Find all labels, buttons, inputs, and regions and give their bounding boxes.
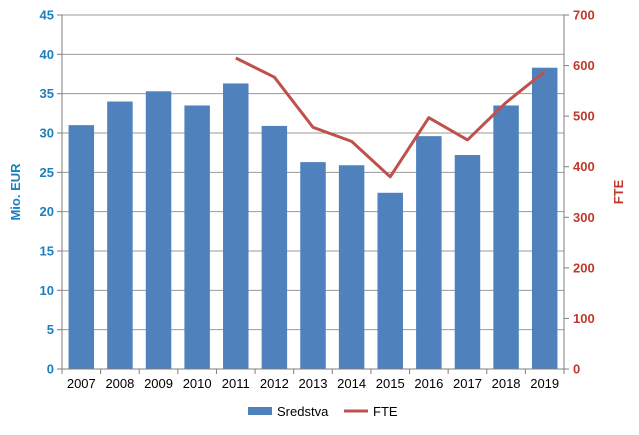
x-tick-label: 2016 — [414, 376, 443, 391]
y-axis-right-title: FTE — [611, 179, 626, 204]
y-right-tick-label: 400 — [573, 159, 595, 174]
bar-2015 — [377, 192, 403, 369]
axis-layer — [57, 14, 569, 374]
bar-2007 — [68, 125, 95, 369]
y-left-tick-label: 35 — [40, 86, 54, 101]
y-left-tick-label: 40 — [40, 47, 54, 62]
y-right-tick-label: 700 — [573, 8, 595, 23]
bar-2009 — [145, 91, 172, 369]
x-tick-label: 2009 — [144, 376, 173, 391]
bar-2018 — [493, 105, 519, 369]
x-tick-label: 2008 — [105, 376, 134, 391]
y-left-tick-label: 30 — [40, 126, 54, 141]
bar-2017 — [454, 155, 481, 369]
bar-2016 — [416, 136, 442, 369]
bar-2010 — [184, 105, 210, 369]
y-right-tick-label: 300 — [573, 210, 595, 225]
y-right-tick-label: 200 — [573, 260, 595, 275]
y-right-tick-label: 500 — [573, 109, 595, 124]
line-layer — [235, 56, 546, 179]
x-tick-label: 2012 — [260, 376, 289, 391]
x-tick-label: 2011 — [222, 376, 250, 391]
legend-label-sredstva: Sredstva — [277, 404, 329, 419]
y-left-tick-label: 45 — [40, 8, 54, 23]
legend-label-fte: FTE — [373, 404, 398, 419]
fte-line — [235, 56, 546, 179]
y-right-tick-label: 600 — [573, 58, 595, 73]
tick-layer: 0 5 10 15 20 25 30 35 40 45 0 100 200 300 400 500 600 700… — [40, 8, 595, 392]
x-tick-label: 2010 — [183, 376, 212, 391]
x-tick-label: 2013 — [299, 376, 328, 391]
y-left-tick-label: 20 — [40, 204, 54, 219]
legend: Sredstva FTE — [248, 404, 398, 419]
y-axis-left-title: Mio. EUR — [8, 163, 23, 221]
x-tick-label: 2017 — [453, 376, 482, 391]
bar-2011 — [223, 83, 249, 369]
legend-swatch-sredstva — [248, 407, 272, 415]
bar-2014 — [338, 165, 365, 369]
y-right-tick-label: 100 — [573, 311, 595, 326]
x-tick-label: 2015 — [376, 376, 405, 391]
bar-2019 — [531, 67, 558, 369]
bar-2012 — [261, 125, 288, 369]
x-tick-label: 2018 — [492, 376, 521, 391]
bar-2013 — [300, 162, 326, 369]
x-tick-label: 2014 — [337, 376, 366, 391]
y-right-tick-label: 0 — [573, 362, 580, 377]
y-left-tick-label: 10 — [40, 283, 54, 298]
x-tick-label: 2007 — [67, 376, 96, 391]
y-left-tick-label: 5 — [47, 322, 54, 337]
y-left-tick-label: 25 — [40, 165, 54, 180]
y-left-tick-label: 0 — [47, 362, 54, 377]
x-tick-label: 2019 — [530, 376, 559, 391]
bar-layer — [68, 67, 558, 370]
bar-2008 — [107, 101, 133, 370]
y-left-tick-label: 15 — [40, 244, 54, 259]
